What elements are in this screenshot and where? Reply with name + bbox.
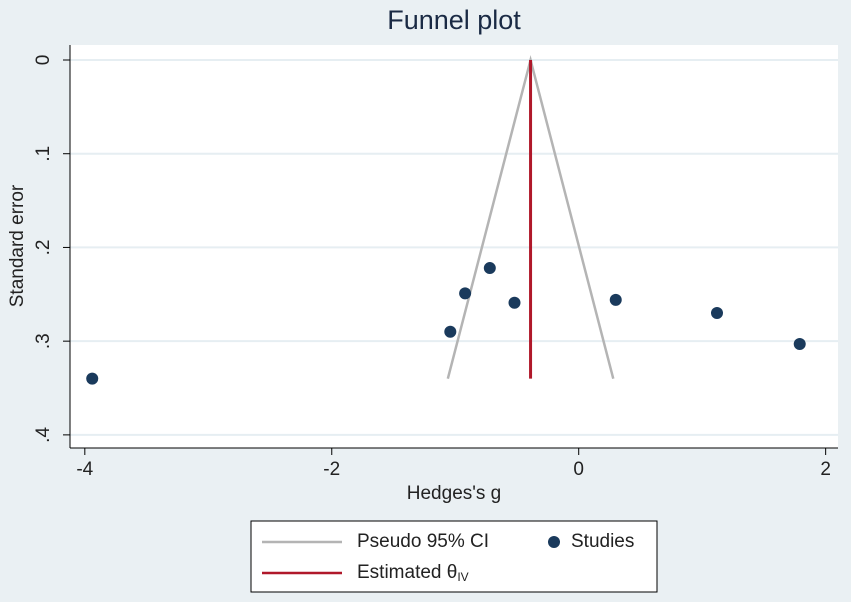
x-axis-label: Hedges's g	[407, 483, 501, 504]
x-tick-label: 2	[820, 459, 831, 480]
study-point	[86, 372, 99, 385]
x-tick-label: 0	[573, 459, 584, 480]
study-point	[710, 307, 723, 320]
ci-line	[446, 55, 615, 379]
legend-label-subscript: IV	[457, 570, 468, 584]
x-tick-label: -4	[76, 459, 93, 480]
x-tick-label: -2	[323, 459, 340, 480]
y-tick-label: .3	[33, 333, 54, 349]
study-point	[444, 325, 457, 338]
y-tick-label: .1	[33, 146, 54, 162]
study-point	[459, 287, 472, 300]
study-point	[793, 337, 806, 350]
legend	[250, 520, 658, 593]
legend-label: Pseudo 95% CI	[357, 531, 489, 552]
legend-label: Studies	[571, 531, 634, 552]
study-point	[609, 293, 622, 306]
study-point	[483, 262, 496, 275]
legend-label-text: Estimated θ	[357, 562, 457, 583]
study-point	[508, 296, 521, 309]
legend-swatch	[548, 536, 560, 548]
legend-label: Estimated θIV	[357, 562, 469, 584]
y-tick-label: 0	[33, 55, 54, 66]
y-axis-label: Standard error	[7, 184, 28, 307]
y-tick-label: .4	[33, 427, 54, 443]
y-tick-label: .2	[33, 240, 54, 256]
chart-title: Funnel plot	[387, 5, 521, 35]
